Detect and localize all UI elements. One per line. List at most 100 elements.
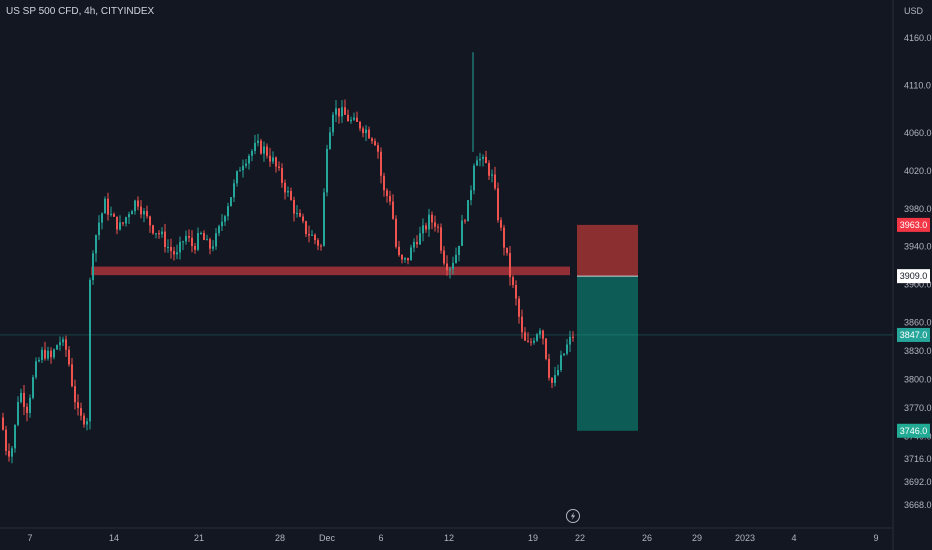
candle-body[interactable] bbox=[35, 361, 37, 378]
candle-body[interactable] bbox=[248, 155, 250, 164]
candle-body[interactable] bbox=[245, 163, 247, 166]
candle-body[interactable] bbox=[278, 166, 280, 169]
candle-body[interactable] bbox=[167, 246, 169, 248]
candle-body[interactable] bbox=[74, 386, 76, 403]
candle-body[interactable] bbox=[275, 157, 277, 167]
candle-body[interactable] bbox=[41, 349, 43, 360]
candle-body[interactable] bbox=[509, 253, 511, 278]
candle-body[interactable] bbox=[500, 220, 502, 228]
candle-body[interactable] bbox=[173, 251, 175, 255]
candle-body[interactable] bbox=[230, 197, 232, 207]
candle-body[interactable] bbox=[533, 340, 535, 343]
candle-body[interactable] bbox=[452, 262, 454, 269]
candle-body[interactable] bbox=[68, 349, 70, 365]
candle-body[interactable] bbox=[431, 214, 433, 223]
candle-body[interactable] bbox=[545, 338, 547, 359]
candle-body[interactable] bbox=[170, 246, 172, 252]
candle-body[interactable] bbox=[164, 231, 166, 248]
candle-body[interactable] bbox=[26, 406, 28, 414]
candle-body[interactable] bbox=[569, 336, 571, 345]
candle-body[interactable] bbox=[89, 279, 91, 422]
candle-body[interactable] bbox=[497, 188, 499, 221]
candle-body[interactable] bbox=[377, 145, 379, 152]
candle-body[interactable] bbox=[287, 190, 289, 193]
candle-body[interactable] bbox=[380, 151, 382, 176]
candle-body[interactable] bbox=[419, 233, 421, 245]
candle-body[interactable] bbox=[179, 241, 181, 253]
candle-body[interactable] bbox=[56, 345, 58, 350]
candle-body[interactable] bbox=[257, 140, 259, 143]
candle-body[interactable] bbox=[299, 212, 301, 217]
candle-body[interactable] bbox=[302, 216, 304, 222]
candle-body[interactable] bbox=[191, 237, 193, 247]
candle-body[interactable] bbox=[473, 165, 475, 191]
candle-body[interactable] bbox=[116, 216, 118, 230]
candle-body[interactable] bbox=[530, 341, 532, 343]
candle-body[interactable] bbox=[428, 214, 430, 230]
candle-body[interactable] bbox=[329, 132, 331, 149]
stop-loss-zone[interactable] bbox=[577, 224, 638, 277]
candle-body[interactable] bbox=[197, 233, 199, 250]
candle-body[interactable] bbox=[98, 222, 100, 236]
candle-body[interactable] bbox=[548, 358, 550, 378]
candle-body[interactable] bbox=[44, 349, 46, 359]
candle-body[interactable] bbox=[95, 235, 97, 254]
candle-body[interactable] bbox=[422, 225, 424, 234]
candle-body[interactable] bbox=[362, 128, 364, 134]
candle-body[interactable] bbox=[557, 370, 559, 376]
candle-body[interactable] bbox=[323, 192, 325, 246]
candle-body[interactable] bbox=[80, 408, 82, 416]
candle-body[interactable] bbox=[254, 142, 256, 152]
candle-body[interactable] bbox=[83, 415, 85, 425]
candle-body[interactable] bbox=[122, 222, 124, 224]
news-icon[interactable] bbox=[566, 509, 580, 523]
candle-body[interactable] bbox=[536, 334, 538, 341]
candle-body[interactable] bbox=[203, 232, 205, 240]
candle-body[interactable] bbox=[551, 377, 553, 383]
candle-body[interactable] bbox=[23, 392, 25, 407]
candle-body[interactable] bbox=[491, 174, 493, 176]
candle-body[interactable] bbox=[314, 234, 316, 241]
candle-body[interactable] bbox=[446, 263, 448, 271]
candle-body[interactable] bbox=[140, 206, 142, 215]
candle-body[interactable] bbox=[161, 231, 163, 235]
candle-body[interactable] bbox=[188, 236, 190, 238]
candle-body[interactable] bbox=[407, 257, 409, 261]
candle-body[interactable] bbox=[50, 350, 52, 358]
candle-body[interactable] bbox=[5, 429, 7, 451]
candle-body[interactable] bbox=[86, 421, 88, 425]
candle-body[interactable] bbox=[527, 340, 529, 342]
candle-body[interactable] bbox=[404, 257, 406, 260]
candle-body[interactable] bbox=[326, 148, 328, 193]
candle-body[interactable] bbox=[185, 236, 187, 242]
candle-body[interactable] bbox=[524, 332, 526, 341]
candle-body[interactable] bbox=[8, 450, 10, 457]
candle-body[interactable] bbox=[425, 225, 427, 230]
candle-body[interactable] bbox=[134, 200, 136, 212]
candle-body[interactable] bbox=[137, 200, 139, 207]
candle-body[interactable] bbox=[353, 117, 355, 120]
candle-body[interactable] bbox=[263, 146, 265, 154]
candle-body[interactable] bbox=[59, 342, 61, 346]
candle-body[interactable] bbox=[92, 253, 94, 280]
candle-body[interactable] bbox=[467, 200, 469, 222]
candle-body[interactable] bbox=[146, 211, 148, 217]
candle-body[interactable] bbox=[398, 246, 400, 256]
candle-body[interactable] bbox=[251, 151, 253, 156]
candle-body[interactable] bbox=[215, 233, 217, 247]
candle-body[interactable] bbox=[365, 129, 367, 134]
candle-body[interactable] bbox=[131, 211, 133, 215]
candle-body[interactable] bbox=[338, 108, 340, 117]
candle-body[interactable] bbox=[206, 239, 208, 241]
candle-body[interactable] bbox=[332, 114, 334, 133]
candle-body[interactable] bbox=[236, 171, 238, 184]
candle-body[interactable] bbox=[395, 218, 397, 247]
candle-body[interactable] bbox=[182, 241, 184, 243]
candle-body[interactable] bbox=[224, 216, 226, 222]
candle-body[interactable] bbox=[158, 233, 160, 235]
candle-body[interactable] bbox=[296, 212, 298, 214]
candle-body[interactable] bbox=[482, 156, 484, 159]
candle-body[interactable] bbox=[155, 233, 157, 235]
candle-body[interactable] bbox=[344, 107, 346, 115]
